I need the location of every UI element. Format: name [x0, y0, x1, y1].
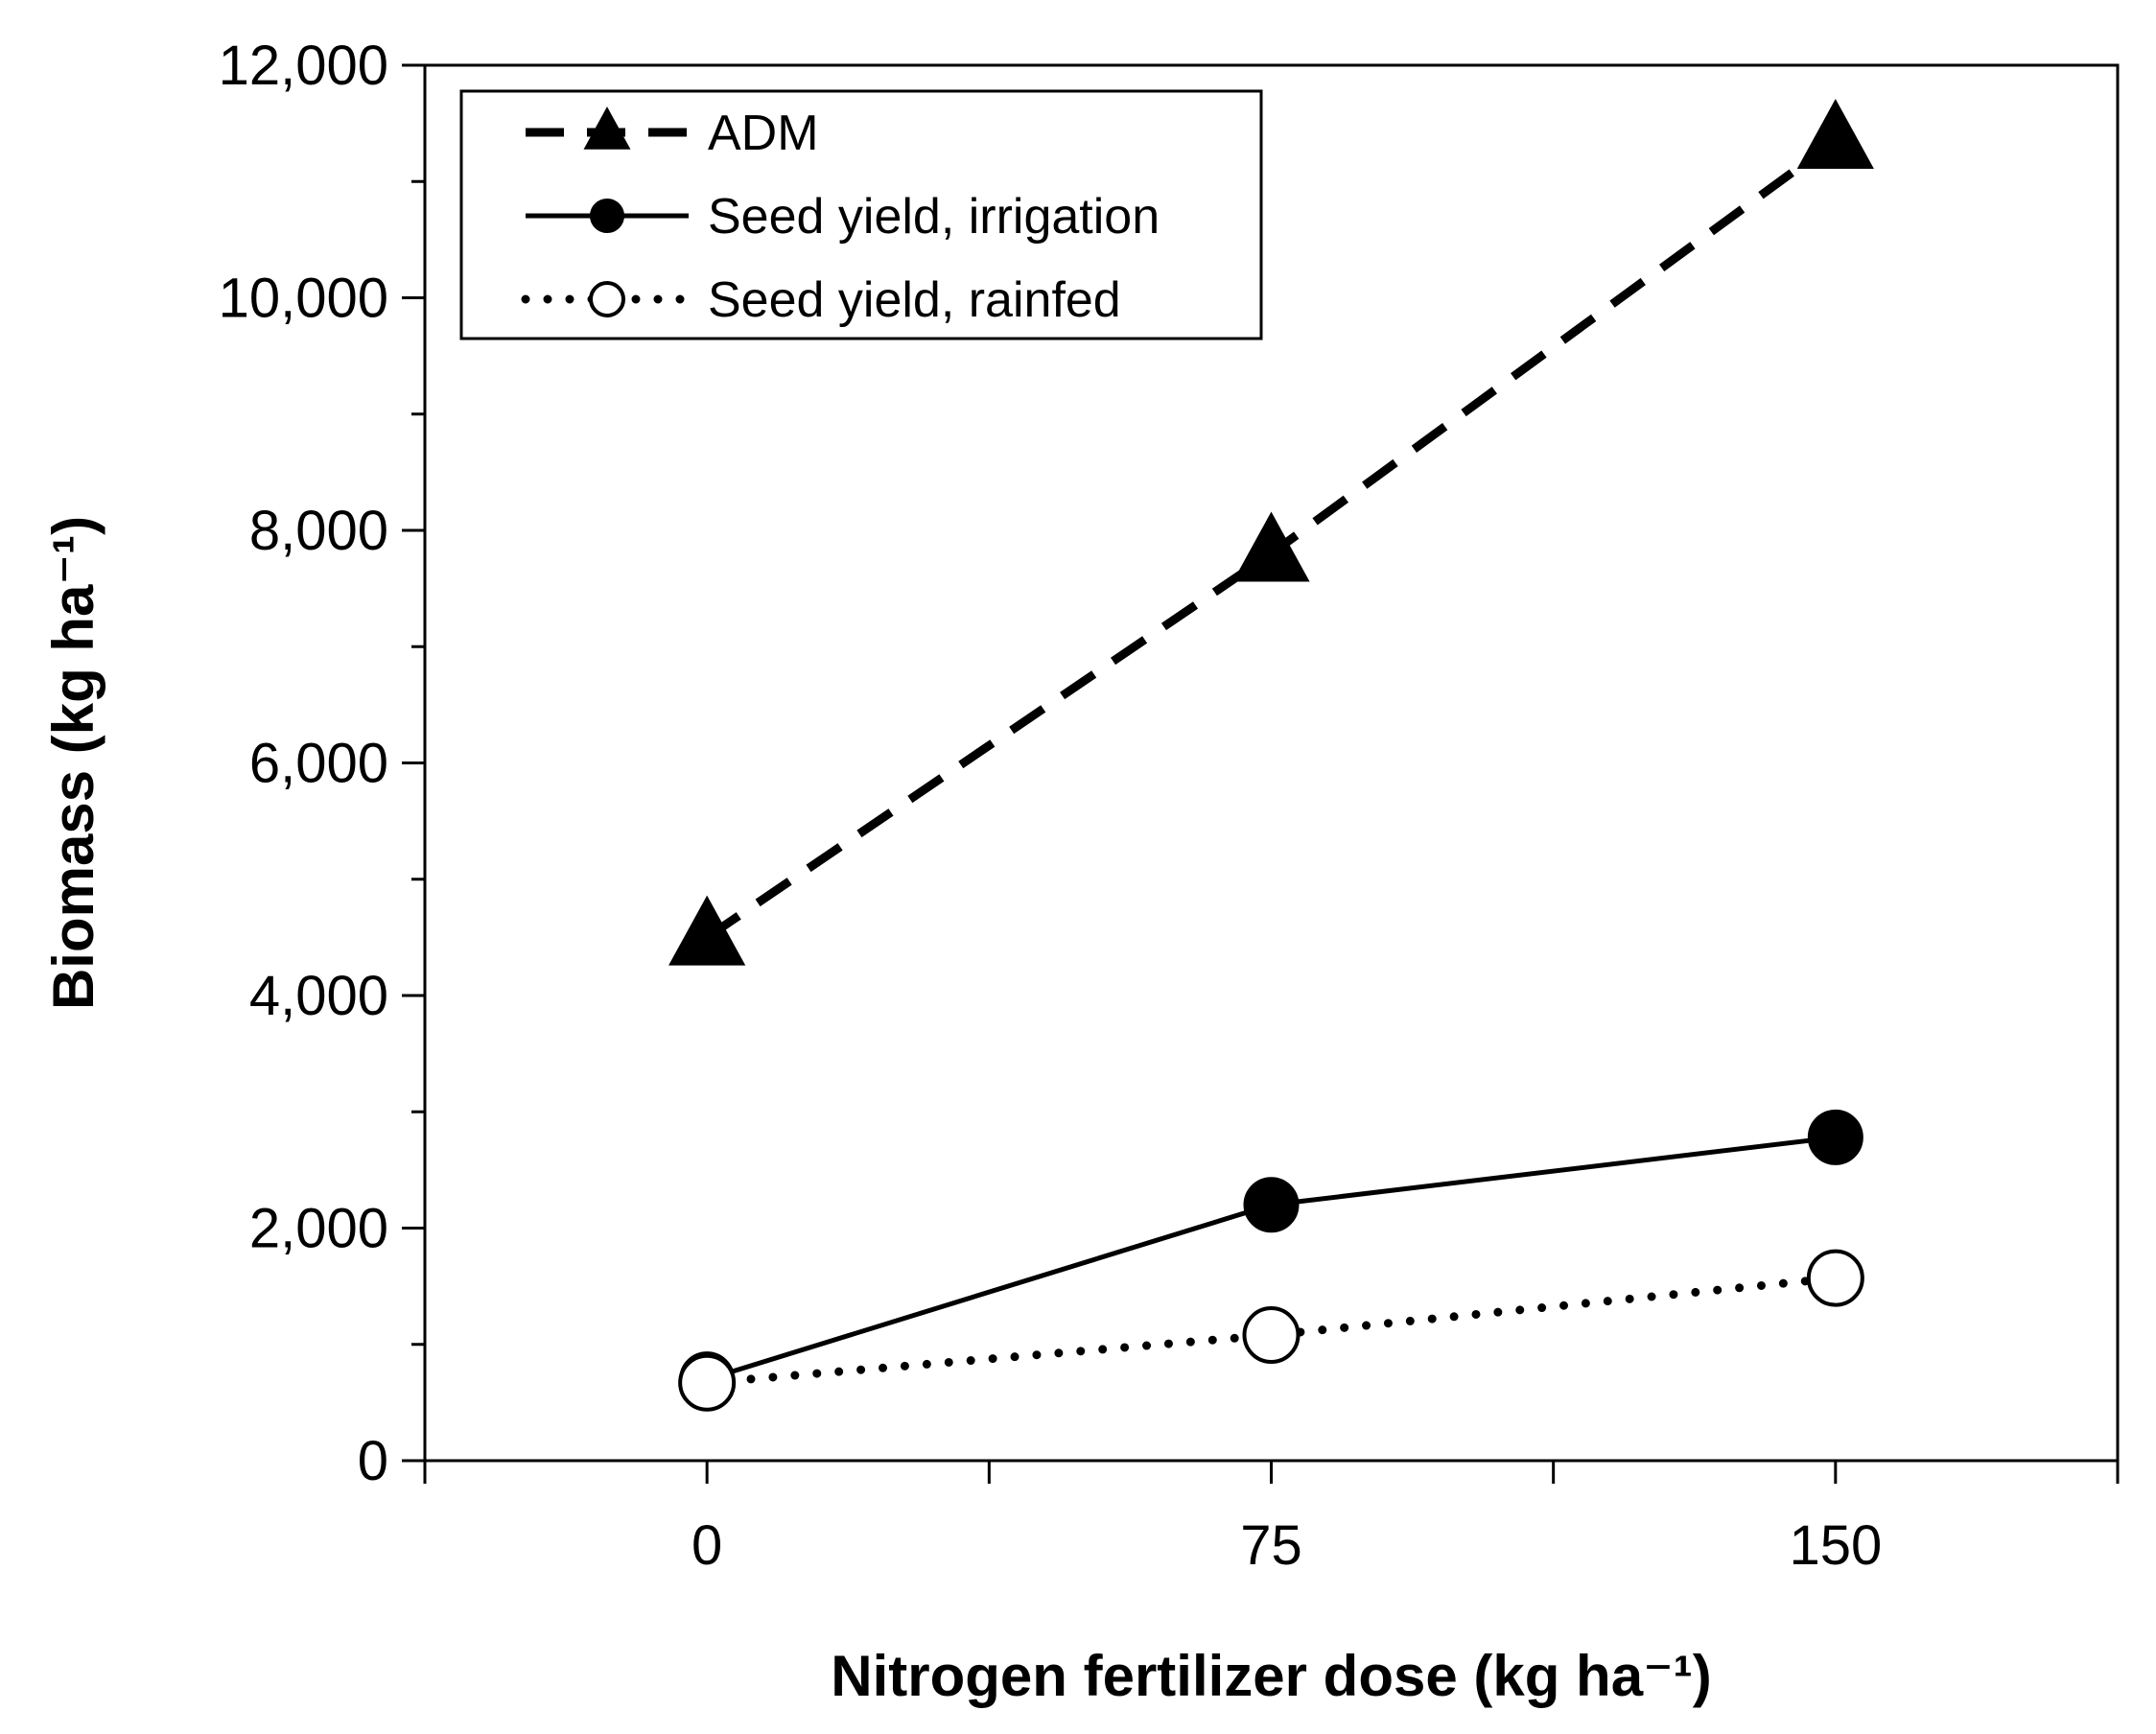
data-point-filled-circle — [1807, 1109, 1863, 1165]
data-point-triangle — [583, 106, 631, 150]
series-markers-2 — [678, 1249, 1864, 1412]
data-point-triangle — [1796, 99, 1874, 170]
legend-label: Seed yield, irrigation — [708, 189, 1160, 245]
series-line — [702, 1274, 1840, 1388]
legend-item-2: Seed yield, rainfed — [521, 272, 1121, 328]
legend-item-0: ADM — [526, 105, 819, 161]
data-point-open-circle — [1242, 1306, 1301, 1365]
x-axis-title: Nitrogen fertilizer dose (kg ha⁻¹) — [831, 1644, 1711, 1708]
y-tick-label: 0 — [358, 1430, 388, 1492]
y-tick-label: 6,000 — [249, 733, 388, 795]
data-point-filled-circle — [1243, 1177, 1300, 1233]
series-markers-0 — [668, 99, 1874, 966]
axes: 0 2,000 4,000 6,000 8,000 10,000 12,000 0 75 150 — [219, 35, 2120, 1577]
legend: ADM Seed yield, irrigation Seed yield, rai… — [459, 89, 1263, 340]
data-point-filled-circle — [590, 199, 624, 233]
data-point-open-circle — [589, 281, 625, 317]
y-tick-label: 2,000 — [249, 1198, 388, 1260]
x-tick-label: 0 — [691, 1514, 722, 1577]
data-point-triangle — [1232, 511, 1310, 582]
y-axis-title: Biomass (kg ha⁻¹) — [41, 516, 105, 1010]
series-group — [668, 99, 1874, 1412]
y-tick-label: 12,000 — [219, 35, 388, 97]
legend-label: Seed yield, rainfed — [708, 272, 1121, 328]
series-2 — [702, 1274, 1840, 1388]
y-tick-label: 4,000 — [249, 965, 388, 1027]
x-tick-label: 150 — [1789, 1514, 1882, 1577]
legend-label: ADM — [708, 105, 819, 161]
data-point-triangle — [668, 895, 746, 966]
data-point-open-circle — [1806, 1249, 1864, 1307]
x-tick-label: 75 — [1240, 1514, 1302, 1577]
y-tick-label: 10,000 — [219, 268, 388, 330]
data-point-open-circle — [678, 1353, 737, 1412]
legend-item-1: Seed yield, irrigation — [526, 189, 1160, 245]
y-tick-label: 8,000 — [249, 500, 388, 562]
